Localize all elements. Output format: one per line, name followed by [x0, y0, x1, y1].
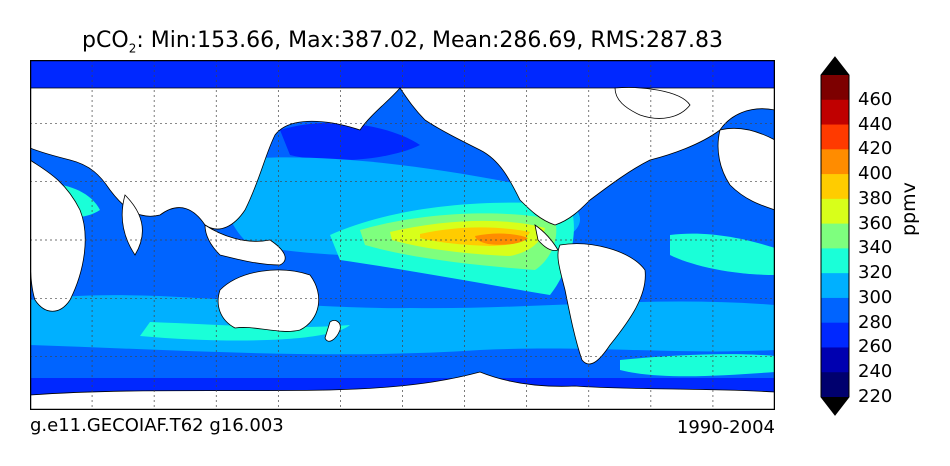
southeast-asia-land — [204, 224, 286, 266]
title-variable: pCO — [82, 28, 129, 53]
equatorial-plume-380 — [475, 233, 528, 245]
new-zealand-land — [324, 320, 341, 342]
colorbar-frame — [820, 56, 850, 416]
atlantic-cyan — [670, 233, 775, 275]
pco2-map — [29, 59, 776, 411]
map-title: pCO2: Min:153.66, Max:387.02, Mean:286.6… — [30, 28, 775, 55]
map-panel — [29, 59, 776, 411]
colorbar-tick-label: 360 — [858, 212, 893, 234]
colorbar-tick-label: 300 — [858, 286, 893, 308]
map-frame — [29, 59, 776, 411]
africa-land — [30, 159, 86, 312]
colorbar-tick-label: 420 — [858, 138, 893, 160]
colorbar-segment — [821, 149, 849, 175]
colorbar-tick-label: 220 — [858, 386, 893, 407]
colorbar-tick-label: 240 — [858, 361, 893, 383]
colorbar-tick-label: 340 — [858, 237, 893, 259]
colorbar-under-arrow — [821, 397, 849, 415]
southern-ocean-cyan-band — [620, 354, 775, 377]
model-run-label: g.e11.GECOIAF.T62 g16.003 — [30, 415, 284, 436]
time-period-label: 1990-2004 — [676, 417, 775, 438]
colorbar-segment — [821, 99, 849, 126]
colorbar-tick-label: 460 — [858, 88, 893, 110]
south-america-land — [557, 243, 646, 365]
colorbar-segment — [821, 124, 849, 150]
colorbar-tick-label: 440 — [858, 113, 893, 135]
southern-ocean-cyan-band — [140, 322, 350, 341]
colorbar-segment — [821, 223, 849, 249]
graticule — [30, 60, 775, 410]
australia-land — [217, 269, 319, 332]
colorbar-segment — [821, 75, 849, 101]
north-america-land — [399, 87, 775, 226]
india-land — [121, 194, 143, 256]
colorbar-segment — [821, 372, 849, 398]
colorbar-tick-label: 260 — [858, 336, 893, 358]
colorbar-segment — [821, 322, 849, 348]
title-stats: : Min:153.66, Max:387.02, Mean:286.69, R… — [136, 28, 723, 53]
colorbar-tick-label: 380 — [858, 187, 893, 209]
colorbar-segment — [821, 198, 849, 225]
colorbar-segment — [821, 174, 849, 200]
colorbar-over-arrow — [821, 57, 849, 75]
eurasia-land — [30, 87, 401, 230]
europe-land — [717, 127, 775, 211]
colorbar-segment — [821, 273, 849, 299]
colorbar-axis-label: ppmv — [898, 182, 920, 236]
north-pacific-low — [280, 122, 420, 161]
colorbar-segment — [821, 297, 849, 324]
colorbar-tick-label: 320 — [858, 262, 893, 284]
colorbar-tick-label: 280 — [858, 311, 893, 333]
colorbar — [820, 56, 850, 416]
colorbar-segment — [821, 248, 849, 274]
colorbar-tick-label: 400 — [858, 163, 893, 185]
title-subscript: 2 — [128, 41, 137, 56]
arctic-band — [30, 60, 775, 88]
greenland-land — [614, 87, 691, 119]
colorbar-segment — [821, 347, 849, 373]
